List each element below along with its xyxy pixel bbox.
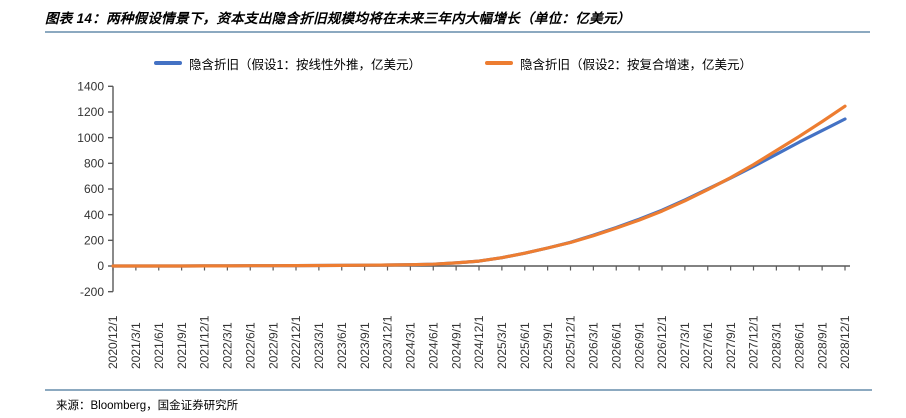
y-tick-label: 1400 [77, 80, 104, 94]
x-tick-label: 2027/3/1 [678, 322, 692, 369]
x-tick-label: 2021/6/1 [152, 322, 166, 369]
x-tick-label: 2028/3/1 [770, 322, 784, 369]
x-tick-label: 2027/9/1 [724, 322, 738, 369]
y-tick-label: 0 [97, 259, 104, 273]
y-tick-label: 1000 [77, 131, 104, 145]
x-tick-label: 2024/3/1 [404, 322, 418, 369]
x-tick-label: 2026/9/1 [632, 322, 646, 369]
x-tick-label: 2026/6/1 [609, 322, 623, 369]
x-tick-label: 2023/6/1 [335, 322, 349, 369]
x-tick-label: 2024/6/1 [426, 322, 440, 369]
x-tick-label: 2028/6/1 [792, 322, 806, 369]
y-tick-label: 1200 [77, 105, 104, 119]
chart-title: 图表 14：两种假设情景下，资本支出隐含折旧规模均将在未来三年内大幅增长（单位：… [45, 11, 631, 26]
x-tick-label: 2026/3/1 [587, 322, 601, 369]
y-tick-label: 800 [84, 157, 104, 171]
x-tick-label: 2025/3/1 [495, 322, 509, 369]
x-tick-label: 2023/9/1 [358, 322, 372, 369]
y-tick-label: -200 [80, 285, 104, 299]
x-tick-label: 2028/9/1 [815, 322, 829, 369]
x-tick-label: 2027/6/1 [701, 322, 715, 369]
x-tick-label: 2025/9/1 [541, 322, 555, 369]
y-tick-label: 600 [84, 182, 104, 196]
x-tick-label: 2025/6/1 [518, 322, 532, 369]
title-divider [45, 31, 870, 33]
x-tick-label: 2025/12/1 [564, 315, 578, 369]
x-tick-label: 2021/9/1 [175, 322, 189, 369]
legend-label-hypothesis2: 隐含折旧（假设2：按复合增速，亿美元） [520, 57, 752, 72]
x-tick-label: 2026/12/1 [655, 315, 669, 369]
x-tick-label: 2020/12/1 [106, 315, 120, 369]
series1-line-marker [154, 61, 183, 65]
x-tick-label: 2023/12/1 [381, 315, 395, 369]
series2-line-marker [485, 61, 513, 65]
x-tick-label: 2023/3/1 [312, 322, 326, 369]
x-tick-label: 2022/3/1 [221, 322, 235, 369]
legend-item-hypothesis1[interactable]: 隐含折旧（假设1：按线性外推，亿美元） [154, 54, 421, 73]
source-note: 来源：Bloomberg，国金证券研究所 [56, 400, 239, 412]
legend-label-hypothesis1: 隐含折旧（假设1：按线性外推，亿美元） [189, 57, 421, 72]
x-tick-label: 2028/12/1 [838, 315, 852, 369]
x-tick-label: 2022/6/1 [243, 322, 257, 369]
footer-divider [45, 389, 872, 391]
x-tick-label: 2021/12/1 [198, 315, 212, 369]
x-tick-label: 2024/12/1 [472, 315, 486, 369]
x-tick-label: 2024/9/1 [449, 322, 463, 369]
y-tick-label: 200 [84, 234, 104, 248]
series-line-1[interactable] [111, 117, 847, 268]
x-tick-label: 2022/9/1 [266, 322, 280, 369]
x-tick-label: 2027/12/1 [747, 315, 761, 369]
x-tick-label: 2022/12/1 [289, 315, 303, 369]
chart-legend: 隐含折旧（假设1：按线性外推，亿美元） 隐含折旧（假设2：按复合增速，亿美元） [0, 53, 906, 73]
x-tick-label: 2021/3/1 [129, 322, 143, 369]
y-tick-label: 400 [84, 208, 104, 222]
legend-item-hypothesis2[interactable]: 隐含折旧（假设2：按复合增速，亿美元） [485, 54, 752, 73]
series-line-2[interactable] [111, 104, 847, 268]
